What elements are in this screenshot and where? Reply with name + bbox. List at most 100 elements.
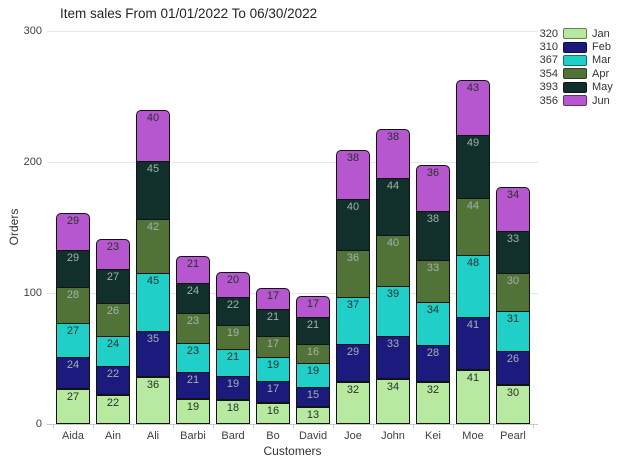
bar-segment-joe-jun[interactable]: 38 xyxy=(336,150,370,201)
bar-segment-john-apr[interactable]: 40 xyxy=(376,234,410,288)
bar-segment-kei-may[interactable]: 38 xyxy=(416,210,450,261)
bar-segment-pearl-feb[interactable]: 26 xyxy=(496,350,530,385)
bar-segment-kei-feb[interactable]: 28 xyxy=(416,345,450,383)
bar-segment-john-jun[interactable]: 38 xyxy=(376,129,410,180)
bar-segment-moe-feb[interactable]: 41 xyxy=(456,316,490,371)
legend-item-jun[interactable]: 356 Jun xyxy=(532,94,624,107)
bar-segment-pearl-mar[interactable]: 31 xyxy=(496,311,530,352)
bar-segment-pearl-jun[interactable]: 34 xyxy=(496,187,530,232)
bar-segment-barbi-apr[interactable]: 23 xyxy=(176,313,210,344)
bar-segment-pearl-apr[interactable]: 30 xyxy=(496,272,530,313)
bar-segment-ali-may[interactable]: 45 xyxy=(136,161,170,221)
bar-ain[interactable]: 22 22 24 26 27 23 xyxy=(96,239,130,424)
bar-david[interactable]: 13 15 19 16 21 17 xyxy=(296,295,330,424)
bar-segment-david-apr[interactable]: 16 xyxy=(296,343,330,365)
bar-segment-pearl-may[interactable]: 33 xyxy=(496,230,530,274)
legend-series-total: 310 xyxy=(539,41,558,54)
bar-segment-value: 17 xyxy=(266,337,280,350)
bar-segment-joe-feb[interactable]: 29 xyxy=(336,344,370,383)
bar-segment-john-feb[interactable]: 33 xyxy=(376,336,410,380)
bar-aida[interactable]: 27 24 27 28 29 29 xyxy=(56,213,90,424)
bar-segment-joe-may[interactable]: 40 xyxy=(336,199,370,252)
bar-segment-ain-mar[interactable]: 24 xyxy=(96,335,130,368)
bar-john[interactable]: 34 33 39 40 44 38 xyxy=(376,129,410,424)
bar-segment-kei-jan[interactable]: 32 xyxy=(416,382,450,424)
bar-segment-barbi-feb[interactable]: 21 xyxy=(176,371,210,400)
bar-segment-value: 40 xyxy=(386,236,400,249)
bar-segment-moe-jan[interactable]: 41 xyxy=(456,370,490,424)
bar-segment-joe-apr[interactable]: 36 xyxy=(336,250,370,298)
bar-segment-aida-mar[interactable]: 27 xyxy=(56,322,90,359)
bar-segment-bard-apr[interactable]: 19 xyxy=(216,325,250,351)
bar-segment-bard-feb[interactable]: 19 xyxy=(216,375,250,401)
bar-segment-moe-apr[interactable]: 44 xyxy=(456,198,490,256)
bar-segment-value: 21 xyxy=(266,311,280,324)
bar-segment-ali-mar[interactable]: 45 xyxy=(136,273,170,332)
gridline-200 xyxy=(47,161,538,163)
legend-item-jan[interactable]: 320 Jan xyxy=(532,27,624,40)
bar-segment-bo-may[interactable]: 21 xyxy=(256,309,290,337)
bar-segment-kei-jun[interactable]: 36 xyxy=(416,164,450,212)
bar-moe[interactable]: 41 41 48 44 49 43 xyxy=(456,79,490,424)
bar-segment-joe-mar[interactable]: 37 xyxy=(336,296,370,346)
bar-segment-john-mar[interactable]: 39 xyxy=(376,286,410,338)
bar-segment-aida-feb[interactable]: 24 xyxy=(56,357,90,389)
bar-segment-ali-apr[interactable]: 42 xyxy=(136,219,170,275)
bar-segment-aida-jan[interactable]: 27 xyxy=(56,388,90,424)
bar-ali[interactable]: 36 35 45 42 45 40 xyxy=(136,109,170,424)
bar-pearl[interactable]: 30 26 31 30 33 34 xyxy=(496,187,530,424)
bar-segment-value: 22 xyxy=(106,368,120,381)
bar-bard[interactable]: 18 19 21 19 22 20 xyxy=(216,272,250,424)
bar-bo[interactable]: 16 17 19 17 21 17 xyxy=(256,287,290,424)
bar-segment-ain-apr[interactable]: 26 xyxy=(96,302,130,337)
bar-segment-david-jun[interactable]: 17 xyxy=(296,295,330,319)
bar-segment-barbi-mar[interactable]: 23 xyxy=(176,342,210,373)
bar-segment-david-feb[interactable]: 15 xyxy=(296,387,330,407)
bar-segment-bo-feb[interactable]: 17 xyxy=(256,380,290,404)
bar-segment-kei-mar[interactable]: 34 xyxy=(416,301,450,347)
bar-segment-bard-jun[interactable]: 20 xyxy=(216,272,250,299)
bar-segment-barbi-may[interactable]: 24 xyxy=(176,282,210,315)
bar-segment-bard-jan[interactable]: 18 xyxy=(216,400,250,424)
bar-segment-bo-mar[interactable]: 19 xyxy=(256,356,290,382)
bar-segment-david-jan[interactable]: 13 xyxy=(296,406,330,424)
bar-segment-joe-jan[interactable]: 32 xyxy=(336,382,370,424)
bar-joe[interactable]: 32 29 37 36 40 38 xyxy=(336,150,370,424)
bar-segment-bard-mar[interactable]: 21 xyxy=(216,349,250,377)
bar-segment-barbi-jun[interactable]: 21 xyxy=(176,256,210,284)
bar-segment-bard-may[interactable]: 22 xyxy=(216,297,250,327)
legend-swatch-jun xyxy=(563,95,587,107)
bar-segment-ain-jun[interactable]: 23 xyxy=(96,239,130,270)
bar-segment-ali-feb[interactable]: 35 xyxy=(136,331,170,377)
legend-item-apr[interactable]: 354 Apr xyxy=(532,67,624,80)
bar-segment-ali-jan[interactable]: 36 xyxy=(136,376,170,424)
bar-segment-moe-mar[interactable]: 48 xyxy=(456,254,490,318)
bar-segment-aida-may[interactable]: 29 xyxy=(56,250,90,289)
legend-item-mar[interactable]: 367 Mar xyxy=(532,54,624,67)
bar-segment-ain-jan[interactable]: 22 xyxy=(96,395,130,424)
bar-kei[interactable]: 32 28 34 33 38 36 xyxy=(416,164,450,424)
bar-segment-pearl-jan[interactable]: 30 xyxy=(496,384,530,424)
bar-segment-kei-apr[interactable]: 33 xyxy=(416,259,450,303)
bar-segment-david-may[interactable]: 21 xyxy=(296,317,330,345)
bar-segment-barbi-jan[interactable]: 19 xyxy=(176,399,210,424)
legend-item-feb[interactable]: 310 Feb xyxy=(532,40,624,53)
bar-segment-john-may[interactable]: 44 xyxy=(376,178,410,236)
bar-segment-aida-apr[interactable]: 28 xyxy=(56,287,90,324)
bar-segment-bo-jun[interactable]: 17 xyxy=(256,287,290,311)
bar-segment-moe-jun[interactable]: 43 xyxy=(456,79,490,136)
bar-segment-moe-may[interactable]: 49 xyxy=(456,134,490,200)
bar-segment-bo-apr[interactable]: 17 xyxy=(256,335,290,358)
bar-segment-aida-jun[interactable]: 29 xyxy=(56,213,90,252)
x-category-label-ain: Ain xyxy=(105,430,121,442)
bar-segment-john-jan[interactable]: 34 xyxy=(376,379,410,424)
bar-segment-bo-jan[interactable]: 16 xyxy=(256,403,290,424)
bar-segment-david-mar[interactable]: 19 xyxy=(296,363,330,389)
x-category-label-david: David xyxy=(298,430,328,442)
bar-segment-ali-jun[interactable]: 40 xyxy=(136,109,170,163)
bar-segment-ain-feb[interactable]: 22 xyxy=(96,366,130,396)
bar-segment-ain-may[interactable]: 27 xyxy=(96,268,130,304)
bar-barbi[interactable]: 19 21 23 23 24 21 xyxy=(176,256,210,424)
legend-item-may[interactable]: 393 May xyxy=(532,81,624,94)
